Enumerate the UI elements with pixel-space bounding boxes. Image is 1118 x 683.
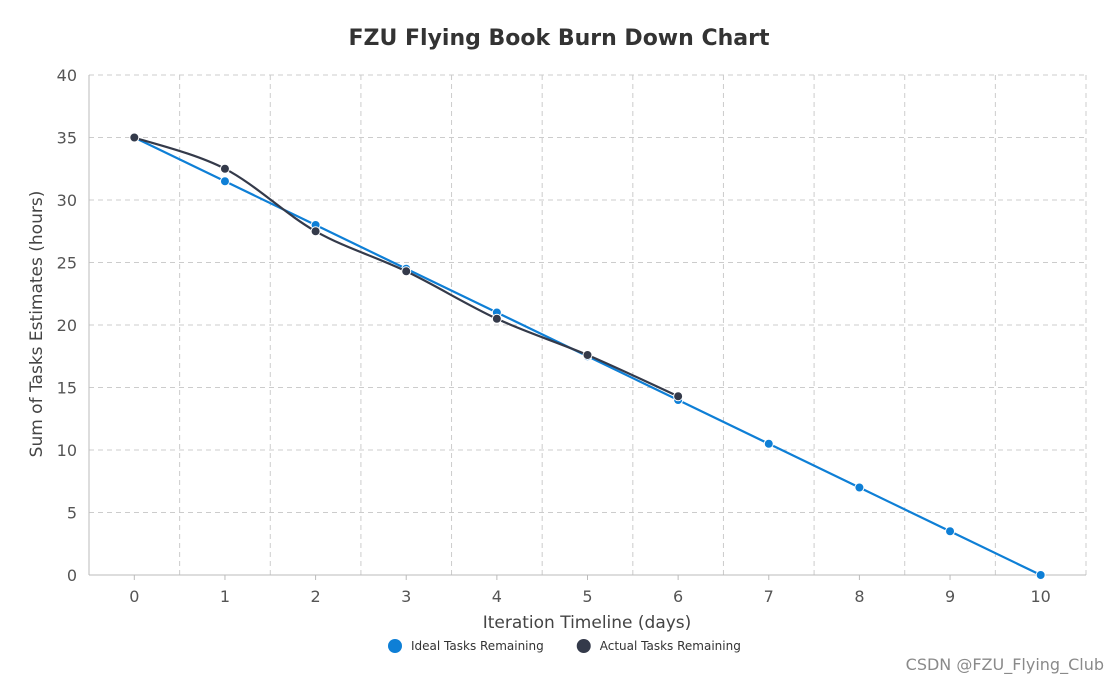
x-tick-label: 0 <box>129 587 139 606</box>
y-tick-label: 20 <box>57 316 77 335</box>
x-tick-label: 8 <box>854 587 864 606</box>
x-axis-label: Iteration Timeline (days) <box>483 613 692 633</box>
x-tick-label: 6 <box>673 587 683 606</box>
x-tick-label: 9 <box>945 587 955 606</box>
actual-tasks-remaining-point <box>129 132 140 143</box>
legend[interactable]: Ideal Tasks Remaining Actual Tasks Remain… <box>388 639 741 653</box>
actual-tasks-remaining-point <box>491 313 502 324</box>
x-tick-label: 7 <box>764 587 774 606</box>
y-axis-label: Sum of Tasks Estimates (hours) <box>27 191 47 458</box>
x-tick-label: 4 <box>492 587 502 606</box>
y-tick-label: 5 <box>67 504 77 523</box>
watermark: CSDN @FZU_Flying_Club <box>906 655 1104 675</box>
ideal-tasks-remaining-point <box>219 176 230 187</box>
x-tick-label: 2 <box>310 587 320 606</box>
x-tick-label: 5 <box>582 587 592 606</box>
x-tick-label: 3 <box>401 587 411 606</box>
y-tick-label: 30 <box>57 191 77 210</box>
ideal-tasks-remaining-point <box>763 438 774 449</box>
legend-item-ideal-tasks-remaining[interactable]: Ideal Tasks Remaining <box>388 639 544 653</box>
axes: 0 5 10 15 20 25 30 35 40 0 1 2 3 4 5 6 7 8 9 10 <box>57 66 1086 606</box>
ideal-tasks-remaining-point <box>945 526 956 537</box>
legend-label: Ideal Tasks Remaining <box>411 639 544 653</box>
actual-tasks-remaining-point <box>582 350 593 360</box>
ideal-tasks-remaining-point <box>854 482 865 493</box>
x-tick-label: 1 <box>220 587 230 606</box>
actual-tasks-remaining-point <box>401 266 412 277</box>
y-tick-label: 25 <box>57 254 77 273</box>
legend-label: Actual Tasks Remaining <box>600 639 741 653</box>
actual-tasks-remaining-point <box>219 163 230 174</box>
legend-item-actual-tasks-remaining[interactable]: Actual Tasks Remaining <box>576 639 741 653</box>
chart-title: FZU Flying Book Burn Down Chart <box>349 26 770 51</box>
y-tick-label: 10 <box>57 441 77 460</box>
y-tick-label: 0 <box>67 566 77 585</box>
legend-marker <box>388 639 402 653</box>
y-tick-label: 15 <box>57 379 77 398</box>
actual-tasks-remaining-point <box>310 226 321 237</box>
y-tick-label: 40 <box>57 66 77 85</box>
actual-tasks-remaining-point <box>673 391 684 402</box>
grid <box>89 74 1087 575</box>
x-tick-label: 10 <box>1031 587 1051 606</box>
series-layer <box>129 132 1046 580</box>
y-tick-label: 35 <box>57 129 77 148</box>
legend-marker <box>576 639 591 653</box>
ideal-tasks-remaining-point <box>1035 570 1046 580</box>
